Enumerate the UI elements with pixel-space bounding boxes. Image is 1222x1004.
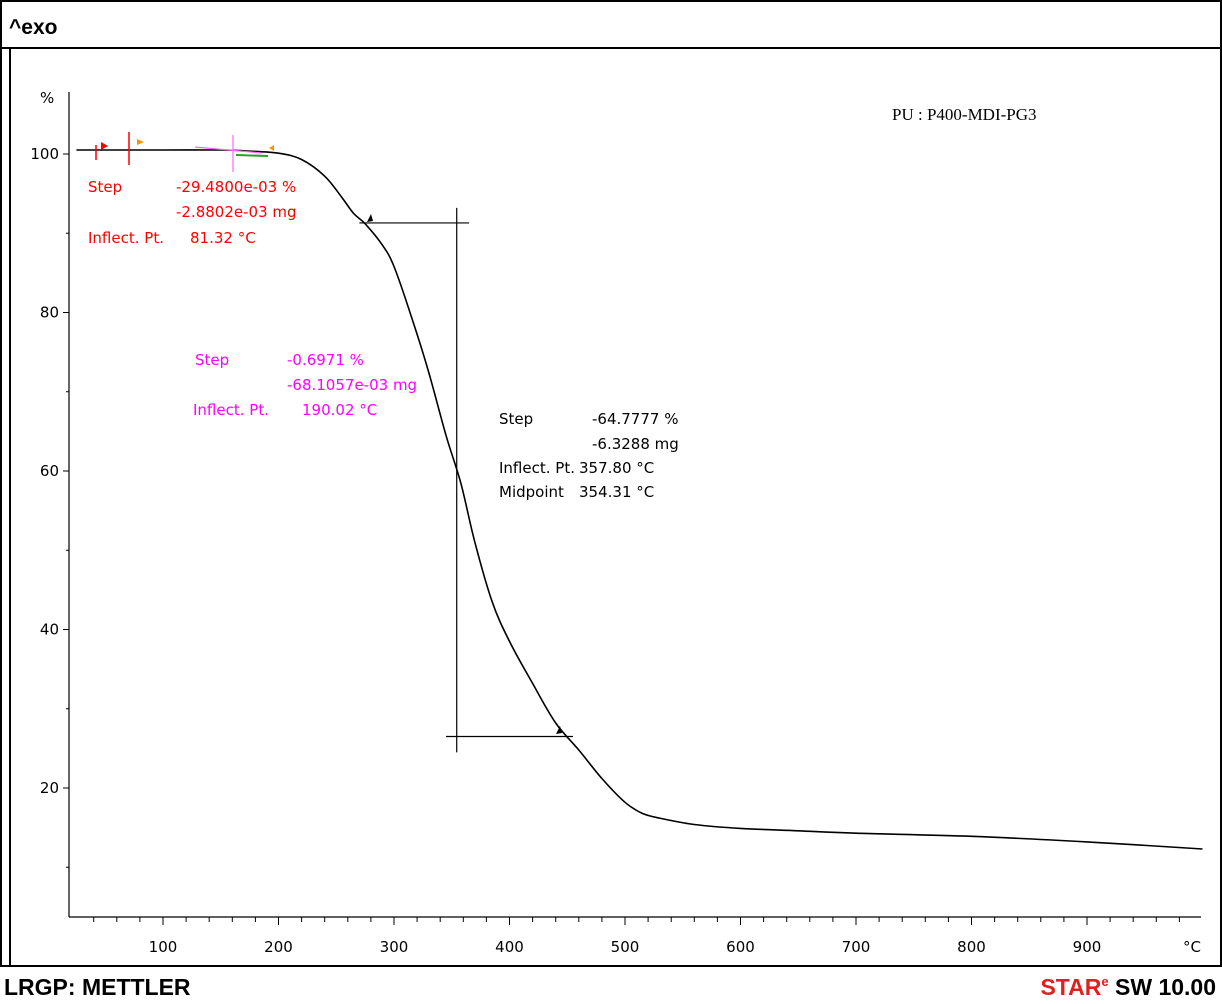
y-tick-label: 80 <box>40 304 59 322</box>
y-tick-label: 20 <box>40 779 59 797</box>
x-tick-label: 200 <box>264 938 293 956</box>
footer-star-sup: e <box>1101 974 1109 989</box>
red-step-mass: -2.8802e-03 mg <box>176 203 297 221</box>
orange-marker-flag <box>137 139 144 145</box>
orange-marker-tick <box>269 145 274 151</box>
red-marker-flag-1 <box>101 142 108 150</box>
x-tick-label: 700 <box>842 938 871 956</box>
step-construction <box>359 207 574 753</box>
annotation-magenta: Step -0.6971 % -68.1057e-03 mg Inflect. … <box>193 351 417 419</box>
red-step-label: Step <box>88 178 122 196</box>
x-axis-label: °C <box>1183 938 1201 956</box>
lower-step-marker <box>556 726 562 734</box>
magenta-step-mass: -68.1057e-03 mg <box>287 376 417 394</box>
magenta-marker-baseline <box>194 146 263 154</box>
y-tick-label: 40 <box>40 621 59 639</box>
evaluation-markers <box>95 132 562 734</box>
upper-step-marker <box>367 214 373 222</box>
footer-left-label: LRGP: METTLER <box>4 974 191 1000</box>
x-tick-label: 100 <box>149 938 178 956</box>
black-step-mass: -6.3288 mg <box>592 435 679 453</box>
x-tick-label: 500 <box>611 938 640 956</box>
x-tick-label: 900 <box>1073 938 1102 956</box>
tga-curve <box>76 149 1203 850</box>
magenta-step-value: -0.6971 % <box>287 351 364 369</box>
black-inflect-value: 357.80 °C <box>579 459 654 477</box>
red-inflect-value: 81.32 °C <box>190 229 256 247</box>
x-axis-ticks: 100 200 300 400 500 600 700 800 900 <box>93 917 1180 956</box>
chart-title: PU : P400-MDI-PG3 <box>892 105 1037 124</box>
red-step-value: -29.4800e-03 % <box>176 178 296 196</box>
x-tick-label: 300 <box>380 938 409 956</box>
x-tick-label: 600 <box>726 938 755 956</box>
black-step-label: Step <box>499 410 533 428</box>
y-axis-ticks: 20 40 60 80 100 <box>30 145 69 868</box>
footer-star-text: STAR <box>1040 974 1102 1000</box>
x-tick-label: 400 <box>495 938 524 956</box>
black-step-value: -64.7777 % <box>592 410 678 428</box>
outer-border <box>0 0 1222 967</box>
header-label: ^exo <box>9 16 58 39</box>
magenta-step-label: Step <box>195 351 229 369</box>
black-inflect-label: Inflect. Pt. <box>499 459 575 477</box>
annotation-red: Step -29.4800e-03 % -2.8802e-03 mg Infle… <box>88 178 297 247</box>
footer-right-label: STARe SW 10.00 <box>1040 974 1216 1001</box>
red-inflect-label: Inflect. Pt. <box>88 229 164 247</box>
y-tick-label: 100 <box>30 145 59 163</box>
y-axis-label: % <box>40 89 54 107</box>
magenta-inflect-label: Inflect. Pt. <box>193 401 269 419</box>
black-midpoint-label: Midpoint <box>499 483 564 501</box>
y-tick-label: 60 <box>40 462 59 480</box>
magenta-inflect-value: 190.02 °C <box>302 401 377 419</box>
footer-version-text: SW 10.00 <box>1108 974 1216 1000</box>
x-tick-label: 800 <box>957 938 986 956</box>
annotation-black: Step -64.7777 % -6.3288 mg Inflect. Pt. … <box>499 410 679 501</box>
black-midpoint-value: 354.31 °C <box>579 483 654 501</box>
green-marker-segment <box>235 154 269 157</box>
